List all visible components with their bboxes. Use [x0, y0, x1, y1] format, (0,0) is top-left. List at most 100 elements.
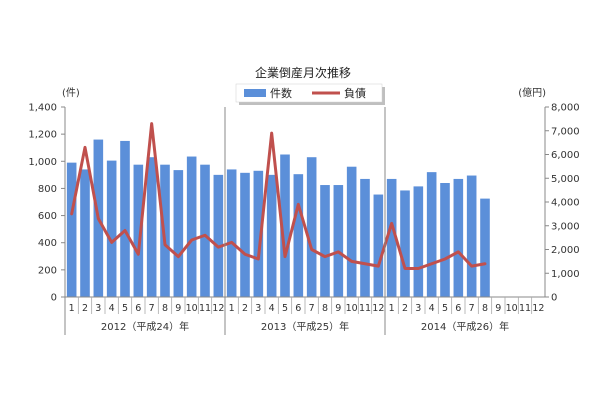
month-label: 3 [415, 303, 421, 314]
month-label: 8 [162, 303, 168, 314]
bar [240, 172, 250, 297]
bar [133, 164, 144, 297]
bar [480, 198, 490, 297]
month-label: 2 [82, 303, 88, 314]
bar [360, 178, 370, 297]
month-label: 8 [482, 303, 488, 314]
month-label: 8 [322, 303, 328, 314]
legend-label-count: 件数 [270, 87, 292, 100]
bar [66, 162, 77, 297]
left-tick-label: 0 [51, 293, 57, 304]
right-tick-label: 2,000 [551, 245, 580, 256]
month-label: 1 [69, 303, 75, 314]
month-label: 5 [122, 303, 128, 314]
month-label: 10 [506, 303, 518, 314]
bar [213, 174, 224, 297]
line-series [70, 122, 487, 270]
bar [386, 178, 397, 297]
month-label: 4 [269, 303, 275, 314]
bar [400, 190, 410, 297]
month-label: 7 [309, 303, 315, 314]
left-axis-unit: (件) [62, 87, 80, 99]
x-axis-labels: 1 2 3 4 5 6 7 8 9 10 11 12 1 2 3 4 5 6 7 8 9 10 11 12 1 2 3 4 5 6 7 8 9 1… [64, 107, 544, 335]
bar [106, 160, 117, 297]
right-tick-label: 1,000 [551, 269, 580, 280]
debt-line [70, 122, 487, 270]
left-tick-label: 1,200 [28, 130, 57, 141]
bar [226, 169, 237, 297]
bar [466, 175, 477, 297]
bar [426, 172, 437, 297]
bar [146, 157, 157, 297]
month-label: 3 [255, 303, 261, 314]
month-label: 11 [519, 303, 531, 314]
month-label: 6 [455, 303, 461, 314]
bar [440, 183, 450, 297]
month-label: 2 [242, 303, 248, 314]
month-label: 2 [402, 303, 408, 314]
bar [253, 170, 264, 297]
bar [186, 156, 197, 297]
bar [293, 174, 304, 297]
right-axis-unit: (億円) [518, 86, 546, 99]
left-tick-label: 400 [38, 238, 57, 249]
month-label: 12 [372, 303, 384, 314]
month-label: 1 [389, 303, 395, 314]
month-label: 6 [295, 303, 301, 314]
month-label: 9 [495, 303, 501, 314]
right-tick-label: 4,000 [551, 198, 580, 209]
year-label: 2014（平成26）年 [421, 320, 509, 333]
left-tick-label: 200 [38, 265, 57, 276]
month-label: 11 [199, 303, 211, 314]
month-label: 12 [532, 303, 544, 314]
bar [413, 186, 424, 297]
left-tick-label: 600 [38, 211, 57, 222]
bar [346, 166, 357, 297]
month-label: 4 [109, 303, 115, 314]
bar [306, 157, 317, 297]
month-label: 4 [429, 303, 435, 314]
month-label: 5 [282, 303, 288, 314]
bar [173, 170, 184, 297]
legend-swatch-bar [244, 89, 266, 97]
chart-legend: 件数 負債 [235, 83, 385, 105]
year-label: 2012（平成24）年 [101, 320, 189, 333]
month-label: 12 [212, 303, 224, 314]
month-label: 10 [186, 303, 198, 314]
month-label: 3 [95, 303, 101, 314]
month-label: 5 [442, 303, 448, 314]
bar-series [66, 139, 490, 297]
right-tick-label: 6,000 [551, 150, 580, 161]
right-tick-label: 7,000 [551, 126, 580, 137]
month-label: 1 [229, 303, 235, 314]
bar [453, 178, 464, 297]
left-tick-label: 800 [38, 184, 57, 195]
chart-title: 企業倒産月次推移 [255, 65, 351, 80]
month-label: 7 [469, 303, 475, 314]
year-label: 2013（平成25）年 [261, 320, 349, 333]
left-tick-label: 1,000 [28, 157, 57, 168]
bar [120, 140, 130, 297]
left-tick-label: 1,400 [28, 103, 57, 114]
month-label: 6 [135, 303, 141, 314]
legend-label-debt: 負債 [344, 86, 366, 100]
bar [160, 164, 170, 297]
legend-box [235, 83, 383, 103]
right-tick-label: 0 [551, 293, 557, 304]
month-label: 11 [359, 303, 371, 314]
month-label: 9 [175, 303, 181, 314]
bar [266, 174, 277, 297]
right-tick-label: 8,000 [551, 103, 580, 114]
bar [200, 164, 210, 297]
bar [333, 185, 344, 297]
bar [373, 194, 384, 297]
right-tick-label: 5,000 [551, 174, 580, 185]
bar [320, 185, 330, 297]
bar [280, 154, 290, 297]
month-label: 7 [149, 303, 155, 314]
bar [80, 169, 90, 297]
month-label: 9 [335, 303, 341, 314]
month-label: 10 [346, 303, 358, 314]
